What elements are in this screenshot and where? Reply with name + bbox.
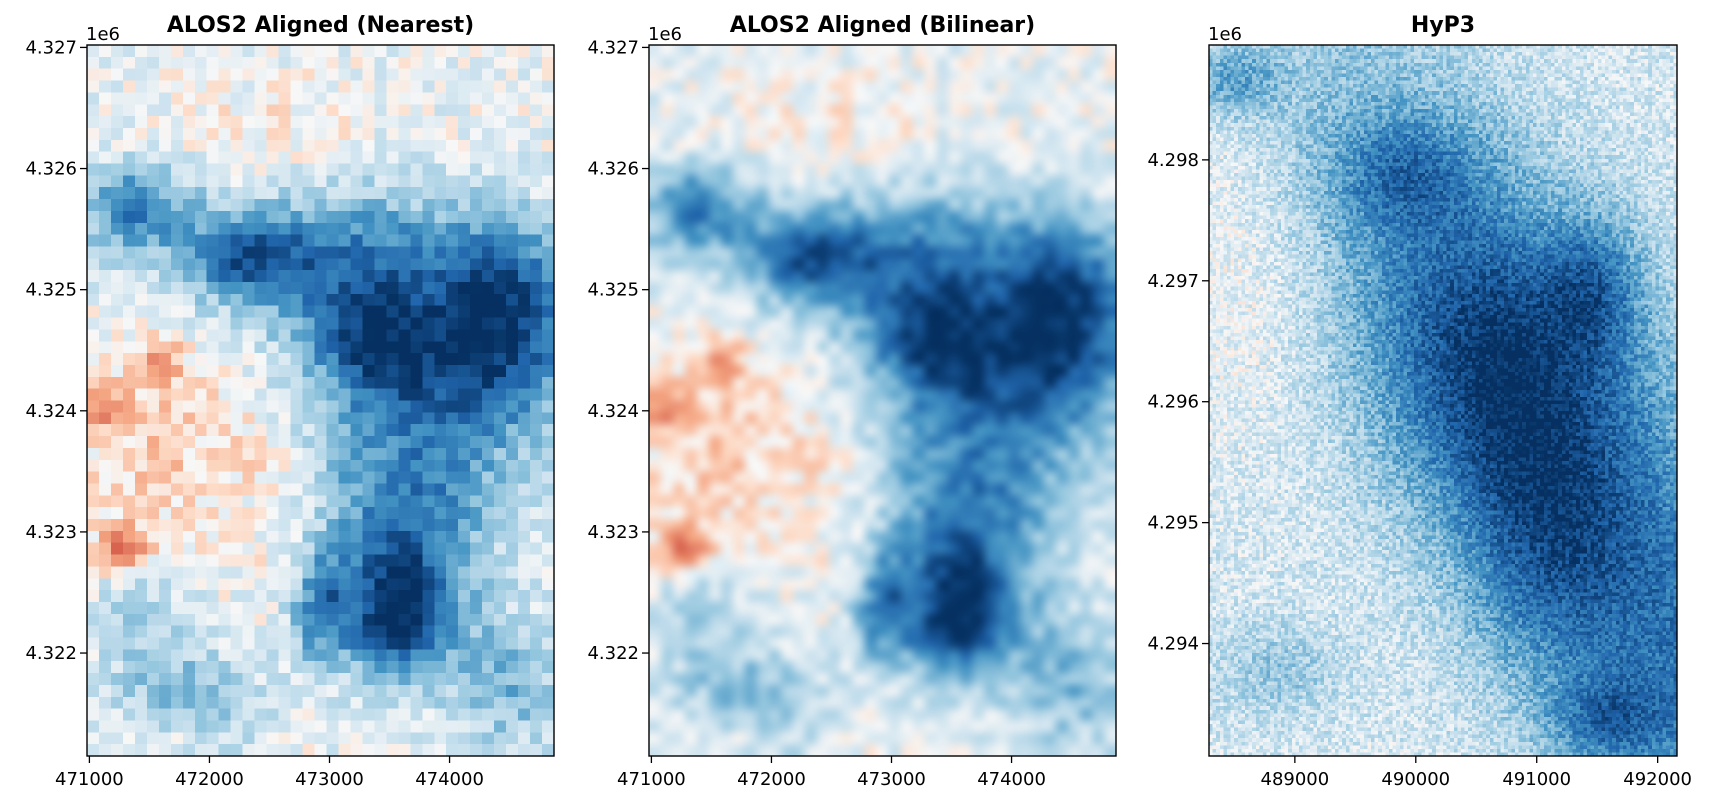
x-tick-label: 473000	[295, 769, 364, 790]
y-tick-label: 4.295	[1147, 513, 1199, 534]
y-axis: 4.322 4.323 4.324 4.325 4.326 4.327	[25, 37, 87, 664]
y-tick-label: 4.323	[25, 522, 77, 543]
y-tick-label: 4.324	[587, 401, 639, 422]
y-tick-label: 4.323	[587, 522, 639, 543]
y-tick-label: 4.297	[1147, 271, 1199, 292]
panel-hyp3: HyP3 1e6 489000 490000 491000 492000 4.2944…	[1147, 13, 1692, 790]
x-axis: 471000 472000 473000 474000	[55, 756, 484, 790]
panel-title: ALOS2 Aligned (Nearest)	[167, 13, 474, 38]
y-tick-label: 4.325	[25, 280, 77, 301]
panel-title: ALOS2 Aligned (Bilinear)	[730, 13, 1035, 38]
y-tick-label: 4.327	[587, 37, 639, 58]
y-axis: 4.294 4.295 4.296 4.297 4.298	[1147, 150, 1209, 655]
x-tick-label: 474000	[977, 769, 1046, 790]
y-tick-label: 4.322	[587, 643, 639, 664]
y-tick-label: 4.327	[25, 37, 77, 58]
heatmap-image	[649, 45, 1116, 756]
y-tick-label: 4.322	[25, 643, 77, 664]
x-tick-label: 490000	[1381, 769, 1450, 790]
panel-alos2-bilinear: ALOS2 Aligned (Bilinear) 1e6 471000 47200…	[587, 13, 1117, 790]
x-tick-label: 474000	[415, 769, 484, 790]
x-tick-label: 491000	[1502, 769, 1571, 790]
panel-alos2-nearest: ALOS2 Aligned (Nearest) 1e6 471000 472000…	[25, 13, 555, 790]
x-axis: 471000 472000 473000 474000	[617, 756, 1046, 790]
x-axis: 489000 490000 491000 492000	[1261, 756, 1692, 790]
y-tick-label: 4.326	[587, 159, 639, 180]
x-tick-label: 473000	[857, 769, 926, 790]
panel-title: HyP3	[1411, 13, 1475, 38]
y-axis: 4.322 4.323 4.324 4.325 4.326 4.327	[587, 37, 649, 664]
x-tick-label: 489000	[1261, 769, 1330, 790]
axes-frame	[1208, 44, 1678, 757]
y-tick-label: 4.325	[587, 280, 639, 301]
x-tick-label: 472000	[737, 769, 806, 790]
x-tick-label: 472000	[175, 769, 244, 790]
y-tick-label: 4.296	[1147, 392, 1199, 413]
heatmap-image	[1209, 45, 1677, 756]
axes-frame	[648, 44, 1117, 757]
axes-frame	[86, 44, 555, 757]
x-tick-label: 471000	[55, 769, 124, 790]
y-tick-label: 4.298	[1147, 150, 1199, 171]
y-tick-label: 4.294	[1147, 634, 1199, 655]
y-tick-label: 4.326	[25, 159, 77, 180]
y-tick-label: 4.324	[25, 401, 77, 422]
heatmap-image	[87, 45, 554, 756]
y-offset-label: 1e6	[1208, 24, 1242, 45]
x-tick-label: 492000	[1623, 769, 1692, 790]
y-offset-label: 1e6	[86, 24, 120, 45]
y-offset-label: 1e6	[648, 24, 682, 45]
x-tick-label: 471000	[617, 769, 686, 790]
